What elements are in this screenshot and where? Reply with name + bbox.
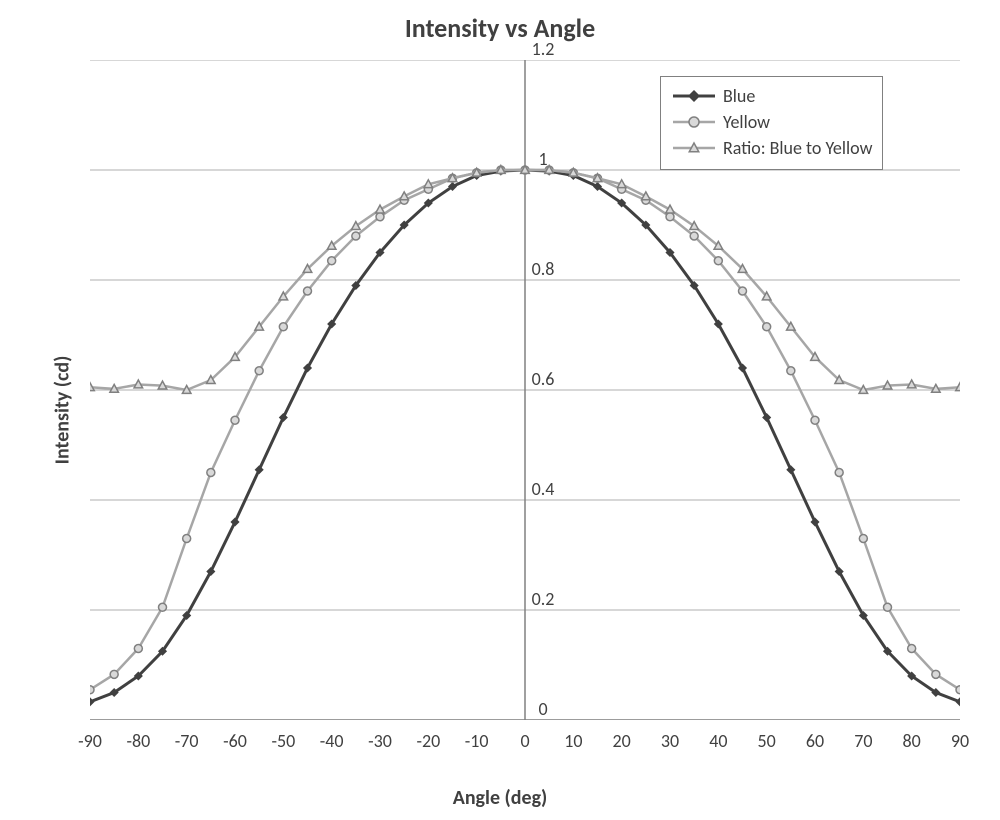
- legend-item: Ratio: Blue to Yellow: [671, 135, 872, 161]
- y-tick-label: 1.2: [532, 38, 555, 60]
- x-tick-label: 40: [709, 730, 727, 752]
- x-tick-label: -30: [368, 730, 392, 752]
- y-tick-label: 0: [538, 698, 547, 720]
- y-tick-label: 0.2: [532, 588, 555, 610]
- x-tick-label: 20: [613, 730, 631, 752]
- y-tick-label: 0.6: [532, 368, 555, 390]
- x-tick-label: -50: [271, 730, 295, 752]
- x-tick-label: 90: [951, 730, 969, 752]
- x-tick-label: 10: [564, 730, 582, 752]
- x-tick-label: 50: [758, 730, 776, 752]
- x-axis-label: Angle (deg): [0, 786, 1000, 810]
- legend: Blue Yellow Ratio: Blue to Yellow: [660, 76, 883, 170]
- x-tick-label: -90: [78, 730, 102, 752]
- x-tick-label: 30: [661, 730, 679, 752]
- x-tick-label: 70: [854, 730, 872, 752]
- x-tick-label: 0: [520, 730, 529, 752]
- y-tick-label: 0.8: [532, 258, 555, 280]
- x-tick-label: -60: [223, 730, 247, 752]
- x-tick-labels: -90-80-70-60-50-40-30-20-100102030405060…: [90, 730, 960, 760]
- chart-container: Intensity vs Angle Intensity (cd) Angle …: [0, 0, 1000, 820]
- y-tick-label: 0.4: [532, 478, 555, 500]
- x-tick-label: 80: [903, 730, 921, 752]
- x-tick-label: -80: [126, 730, 150, 752]
- x-tick-label: -40: [320, 730, 344, 752]
- chart-title: Intensity vs Angle: [0, 12, 1000, 44]
- y-tick-label: 1: [538, 148, 547, 170]
- legend-label: Yellow: [723, 111, 770, 133]
- y-axis-label: Intensity (cd): [50, 356, 74, 465]
- x-tick-label: -70: [175, 730, 199, 752]
- legend-label: Ratio: Blue to Yellow: [723, 137, 872, 159]
- x-tick-label: 60: [806, 730, 824, 752]
- legend-label: Blue: [723, 85, 755, 107]
- x-tick-label: -10: [465, 730, 489, 752]
- legend-item: Yellow: [671, 109, 872, 135]
- legend-item: Blue: [671, 83, 872, 109]
- x-tick-label: -20: [416, 730, 440, 752]
